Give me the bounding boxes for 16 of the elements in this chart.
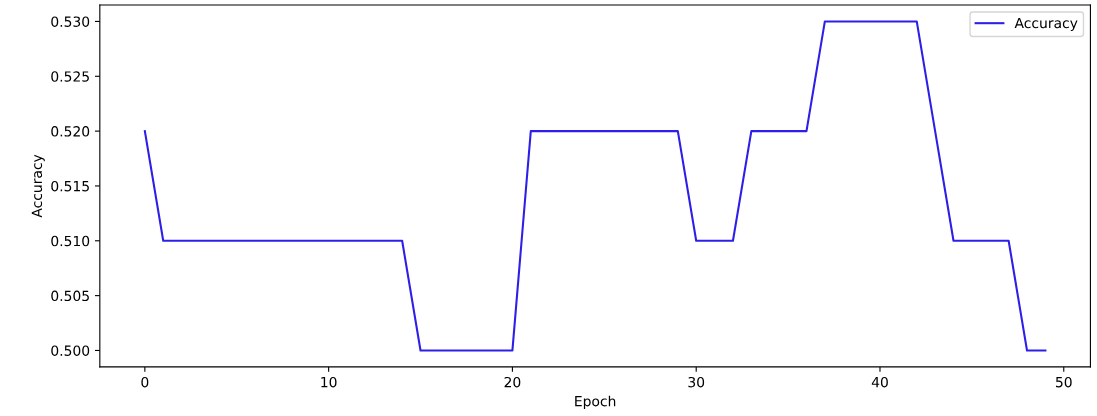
y-tick-label: 0.530 xyxy=(51,16,90,27)
y-tick-label: 0.500 xyxy=(51,345,90,356)
x-tick-label: 40 xyxy=(871,376,888,388)
x-tick-label: 50 xyxy=(1056,376,1072,388)
x-axis-title: Epoch xyxy=(575,395,616,410)
x-tick-label: 10 xyxy=(321,376,337,388)
y-tick-label: 0.505 xyxy=(51,290,89,302)
x-tick-label: 20 xyxy=(504,376,521,388)
y-tick-label: 0.510 xyxy=(51,235,90,247)
y-axis-title: Accuracy xyxy=(31,154,45,218)
y-tick-label: 0.520 xyxy=(51,126,90,137)
y-tick-label: 0.525 xyxy=(51,71,89,82)
x-tick-label: 0 xyxy=(141,376,149,388)
y-tick-label: 0.515 xyxy=(51,180,89,192)
x-tick-label: 30 xyxy=(688,376,705,388)
legend-label: Accuracy xyxy=(1014,17,1078,31)
